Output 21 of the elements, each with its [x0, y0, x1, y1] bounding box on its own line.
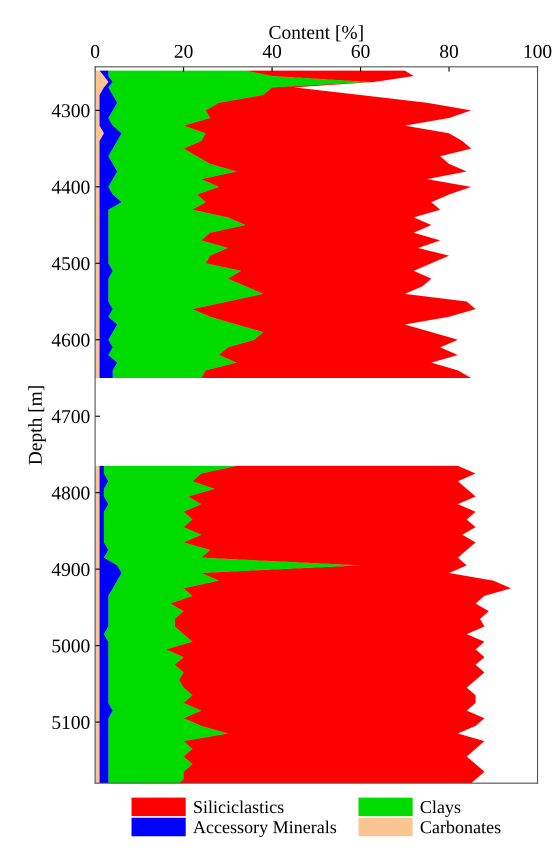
x-tick-label: 60	[352, 44, 370, 58]
legend-label: Carbonates	[420, 820, 500, 834]
y-tick-label: 4800	[52, 486, 90, 500]
x-tick-label: 100	[524, 44, 552, 58]
x-tick-label: 0	[90, 44, 100, 58]
legend-label: Clays	[420, 800, 460, 817]
y-tick-label: 4500	[52, 257, 90, 270]
x-tick-label: 80	[440, 44, 458, 58]
y-axis-title: Depth [m]	[28, 386, 46, 465]
x-tick-label: 20	[174, 44, 193, 58]
y-tick-label: 4600	[52, 334, 90, 347]
y-tick-label: 4700	[52, 410, 90, 424]
x-tick-label: 40	[262, 44, 282, 58]
y-tick-label: 4400	[52, 180, 90, 194]
x-axis-title: Content [%]	[269, 25, 363, 42]
y-tick-label: 4900	[52, 562, 90, 576]
y-tick-label: 4300	[52, 104, 90, 118]
legend-label: Accessory Minerals	[193, 820, 336, 837]
y-tick-label: 5100	[52, 716, 90, 730]
legend-label: Siliciclastics	[194, 800, 284, 814]
y-tick-label: 5000	[52, 639, 90, 653]
